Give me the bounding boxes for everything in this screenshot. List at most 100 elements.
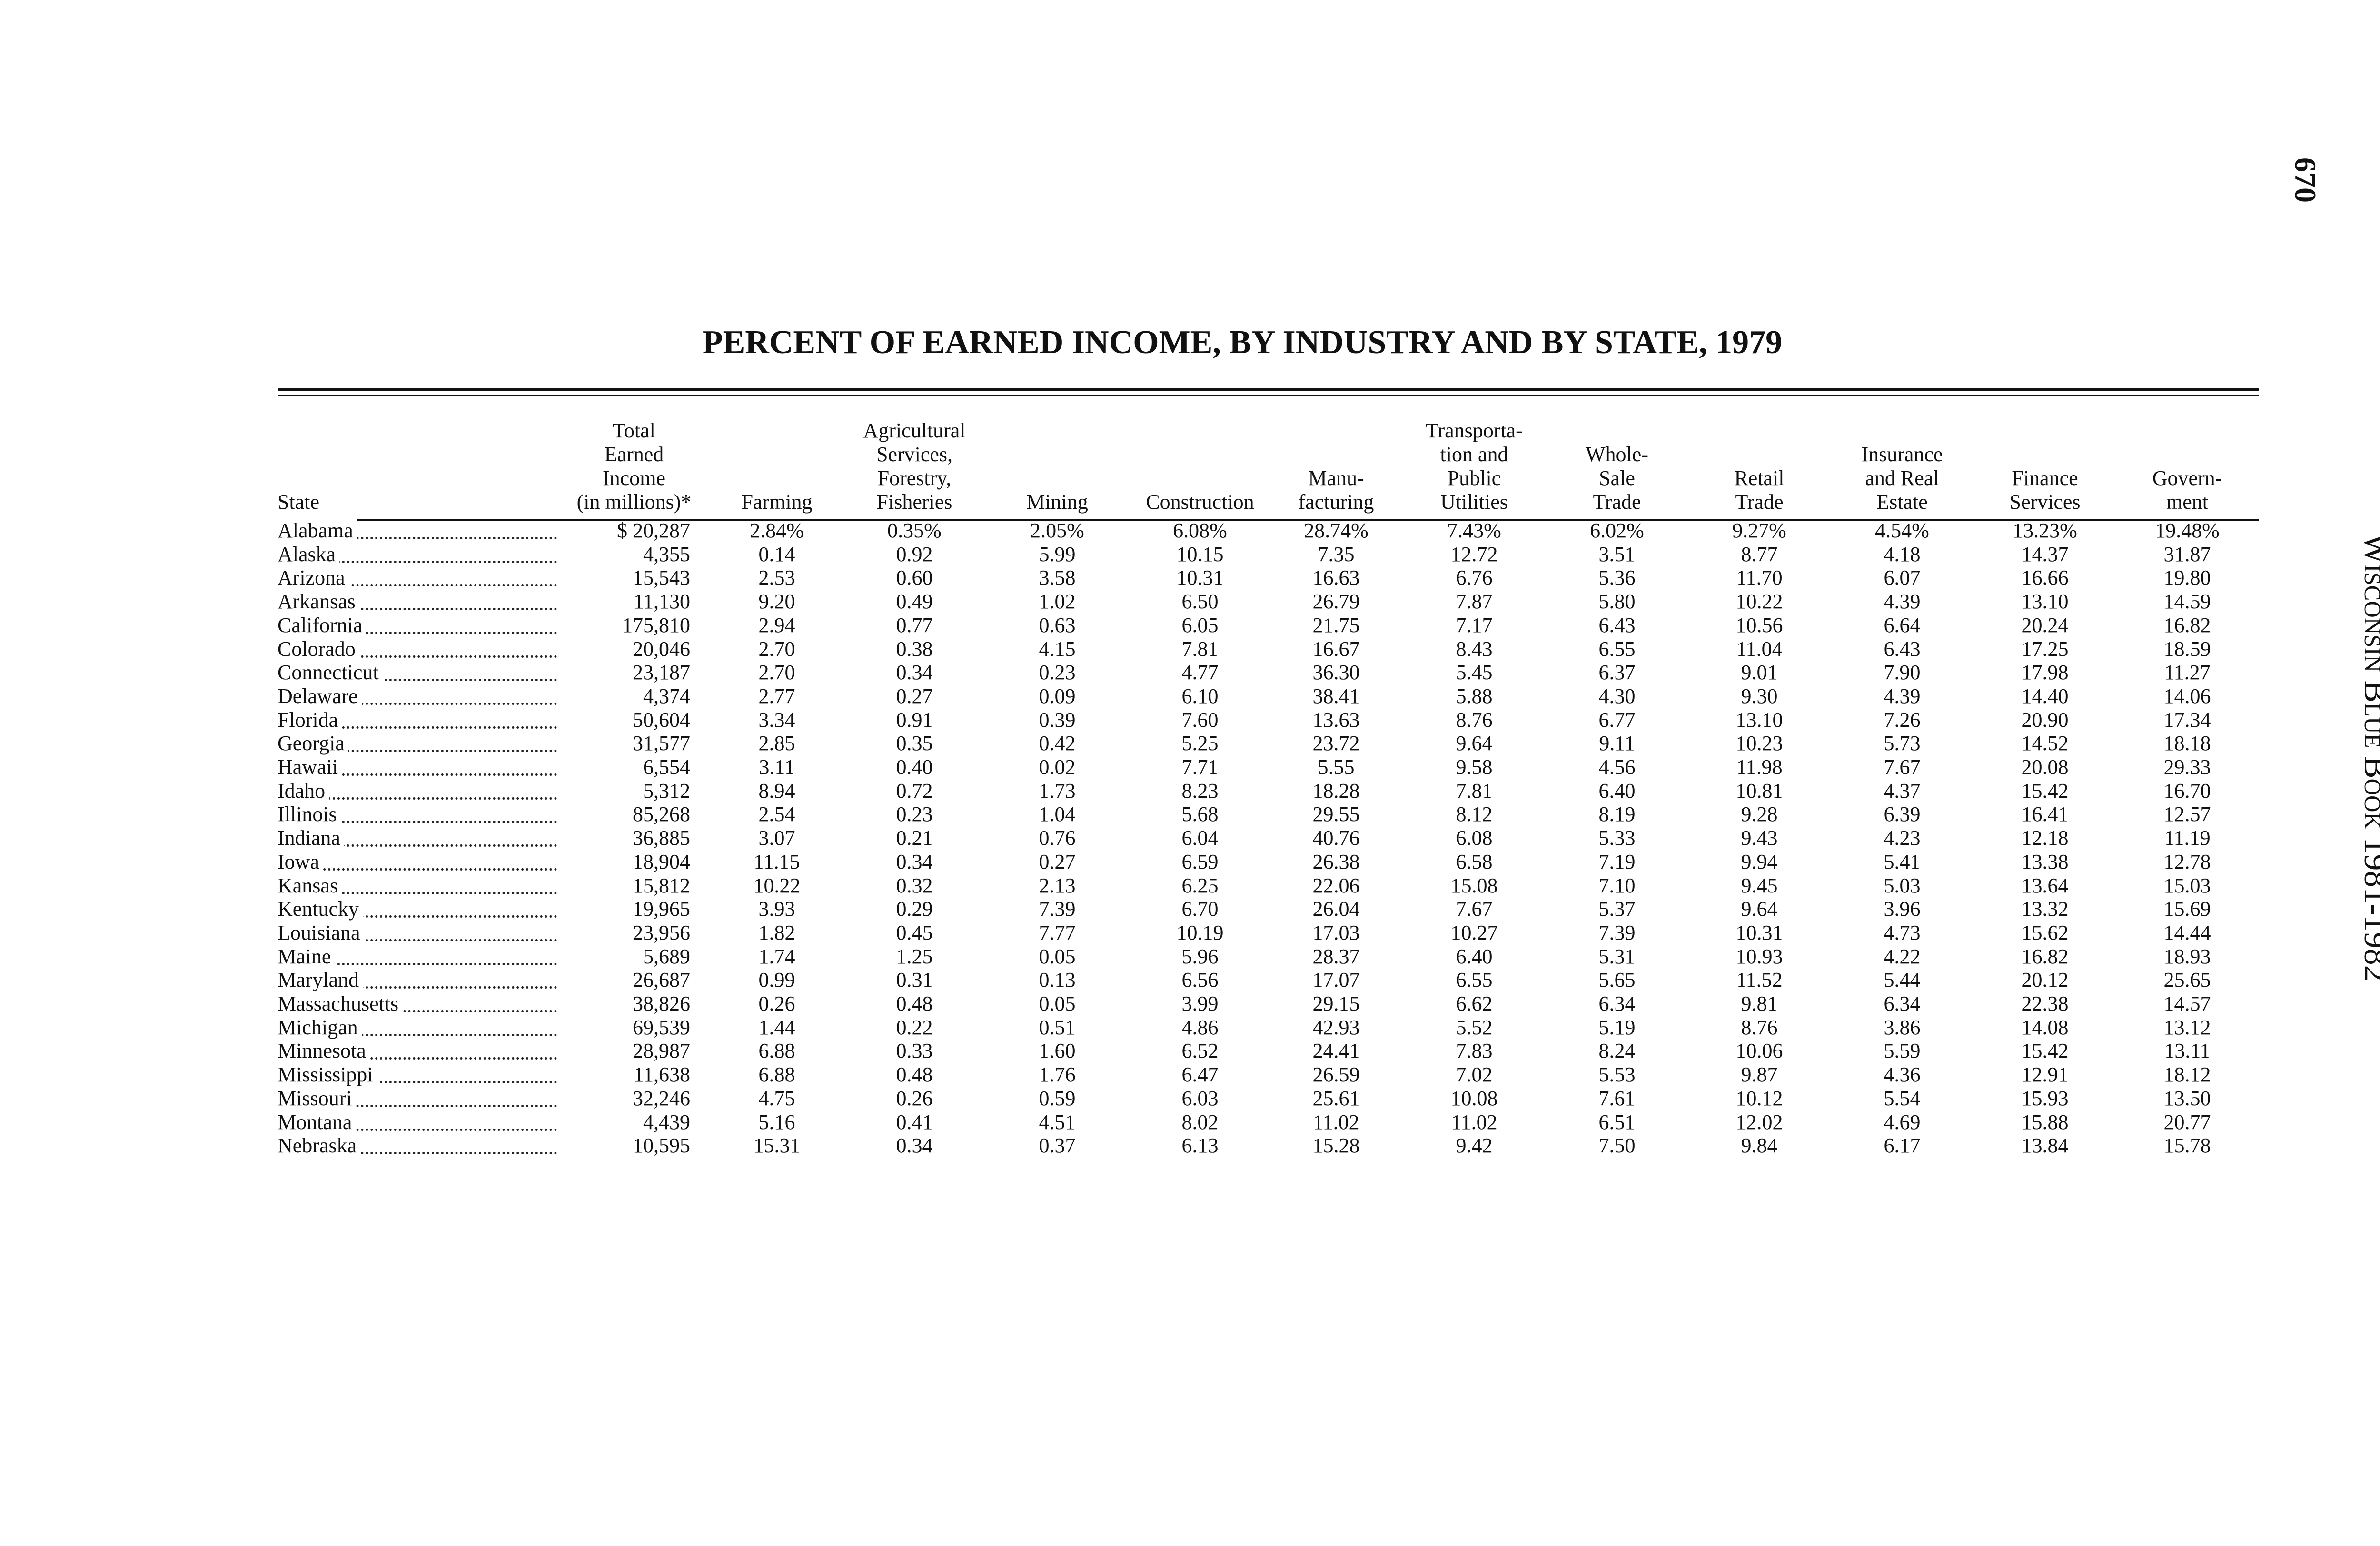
column-header: Estate [1876,490,1928,514]
table-cell: 29.55 [1312,803,1360,826]
table-cell: 8.94 [758,779,795,803]
column-header: Trade [1593,490,1641,514]
table-cell: 4.51 [1039,1110,1076,1134]
table-cell: 18.12 [2163,1063,2211,1087]
state-name: Connecticut [278,661,383,685]
table-cell: 5.73 [1884,732,1921,755]
table-cell: 7.90 [1884,661,1921,684]
table-cell: 13.64 [2021,873,2069,897]
table-cell: 20.08 [2021,755,2069,779]
dot-leader [286,560,557,563]
table-cell: 23.72 [1312,732,1360,755]
column-header: Manu- [1308,466,1364,490]
table-cell: 4.37 [1884,779,1921,803]
table-cell: 5.53 [1598,1063,1636,1087]
table-cell: 12.91 [2021,1063,2069,1087]
table-cell: 11,130 [633,590,690,614]
table-cell: 15,812 [633,873,690,897]
table-cell: 10.81 [1735,779,1783,803]
table-cell: 11.02 [1451,1110,1497,1134]
state-name: Alaska [278,542,340,566]
table-cell: 9.45 [1741,873,1778,897]
table-cell: 23,187 [633,661,690,684]
table-cell: 15.93 [2021,1086,2069,1110]
dot-leader [286,1128,557,1131]
table-cell: 6.05 [1181,613,1219,637]
table-cell: 9.42 [1456,1134,1493,1158]
state-name: Colorado [278,637,359,661]
column-header: Finance [2012,466,2078,490]
table-cell: 0.23 [1039,661,1076,684]
table-cell: 85,268 [633,803,690,826]
table-cell: 16.82 [2163,613,2211,637]
table-cell: 3.07 [758,826,795,850]
column-header: Farming [741,490,813,514]
state-name: Delaware [278,684,362,708]
table-cell: 0.45 [896,921,933,944]
table-cell: 6.52 [1181,1039,1219,1063]
table-cell: 1.44 [758,1015,795,1039]
state-name: Minnesota [278,1039,370,1063]
table-cell: 0.35 [896,732,933,755]
column-header: Mining [1026,490,1088,514]
table-cell: 10,595 [633,1134,690,1158]
table-cell: 9.27% [1732,519,1786,542]
table-cell: 20.90 [2021,708,2069,732]
table-cell: 28.74% [1304,519,1368,542]
table-cell: 2.77 [758,684,795,708]
table-cell: 0.59 [1039,1086,1076,1110]
header-rule [278,519,2259,521]
table-cell: 2.53 [758,566,795,590]
table-cell: 2.70 [758,637,795,661]
table-cell: 5.03 [1884,873,1921,897]
table-cell: 11.70 [1736,566,1783,590]
table-cell: 15.28 [1312,1134,1360,1158]
table-cell: 2.05% [1030,519,1084,542]
table-cell: 14.08 [2021,1015,2069,1039]
table-cell: 1.74 [758,944,795,968]
table-cell: 0.34 [896,850,933,873]
column-header: Total [613,419,655,442]
column-header: Fisheries [876,490,952,514]
table-cell: 5.96 [1181,944,1219,968]
table-cell: 6.47 [1181,1063,1219,1087]
table-cell: 69,539 [633,1015,690,1039]
column-header: Govern- [2152,466,2222,490]
table-cell: 9.94 [1741,850,1778,873]
table-cell: 23,956 [633,921,690,944]
table-cell: 15,543 [633,566,690,590]
table-cell: 4.39 [1884,590,1921,614]
table-cell: 9.01 [1741,661,1778,684]
table-cell: 0.49 [896,590,933,614]
table-cell: 13.23% [2013,519,2077,542]
table-cell: 5.33 [1598,826,1636,850]
table-cell: 32,246 [633,1086,690,1110]
dot-leader [286,1033,557,1036]
table-cell: 3.86 [1884,1015,1921,1039]
table-cell: 10.08 [1450,1086,1498,1110]
table-cell: 0.60 [896,566,933,590]
table-cell: 18,904 [633,850,690,873]
table-cell: 0.13 [1039,968,1076,992]
table-cell: 16.82 [2021,944,2069,968]
table-cell: 0.41 [896,1110,933,1134]
table-cell: 10.15 [1176,542,1224,566]
table-cell: 3.34 [758,708,795,732]
table-cell: 7.17 [1456,613,1493,637]
state-name: Idaho [278,779,329,803]
state-name: Georgia [278,732,348,756]
table-cell: 0.14 [758,542,795,566]
table-cell: 5.37 [1598,897,1636,921]
table-cell: 12.02 [1735,1110,1783,1134]
table-cell: 26.04 [1312,897,1360,921]
table-cell: 17.03 [1312,921,1360,944]
table-cell: 13.32 [2021,897,2069,921]
table-cell: 13.50 [2163,1086,2211,1110]
table-cell: 0.26 [896,1086,933,1110]
table-cell: 17.34 [2163,708,2211,732]
table-cell: 10.19 [1176,921,1224,944]
dot-leader [286,750,557,753]
dot-leader [286,773,557,776]
table-cell: 4.54% [1875,519,1929,542]
column-header: Services [2009,490,2081,514]
